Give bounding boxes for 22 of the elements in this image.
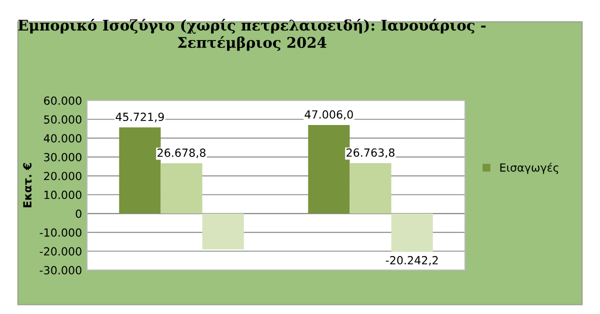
legend-label: Εισαγωγές <box>500 162 558 174</box>
bar <box>350 163 392 214</box>
chart-title: Εμπορικό Ισοζύγιο (χωρίς πετρελαιοειδή): Ιανουάριος - Σεπτέμβριος 2024 <box>18 18 486 51</box>
data-label: 26.678,8 <box>158 148 206 158</box>
y-tick-label: 30.000 <box>44 152 82 162</box>
y-tick-label: 20.000 <box>44 172 82 180</box>
y-tick-label: -10.000 <box>40 228 82 237</box>
bar <box>391 214 433 252</box>
y-axis-title: Εκατ. € <box>23 162 32 208</box>
data-label: 26.763,8 <box>346 148 394 158</box>
y-tick-label: 50.000 <box>44 115 82 124</box>
y-tick-label: 60.000 <box>44 96 82 105</box>
bar <box>202 214 244 250</box>
y-tick-label: 0 <box>76 209 82 218</box>
data-label: 45.721,9 <box>116 112 164 122</box>
y-tick-label: -20.000 <box>40 247 82 256</box>
data-label: 47.006,0 <box>304 110 353 120</box>
data-label: -20.242,2 <box>386 256 438 266</box>
bar <box>160 163 202 214</box>
y-tick-label: 10.000 <box>44 190 82 200</box>
y-tick-label: -30.000 <box>40 266 82 274</box>
y-tick-label: 40.000 <box>44 134 82 143</box>
